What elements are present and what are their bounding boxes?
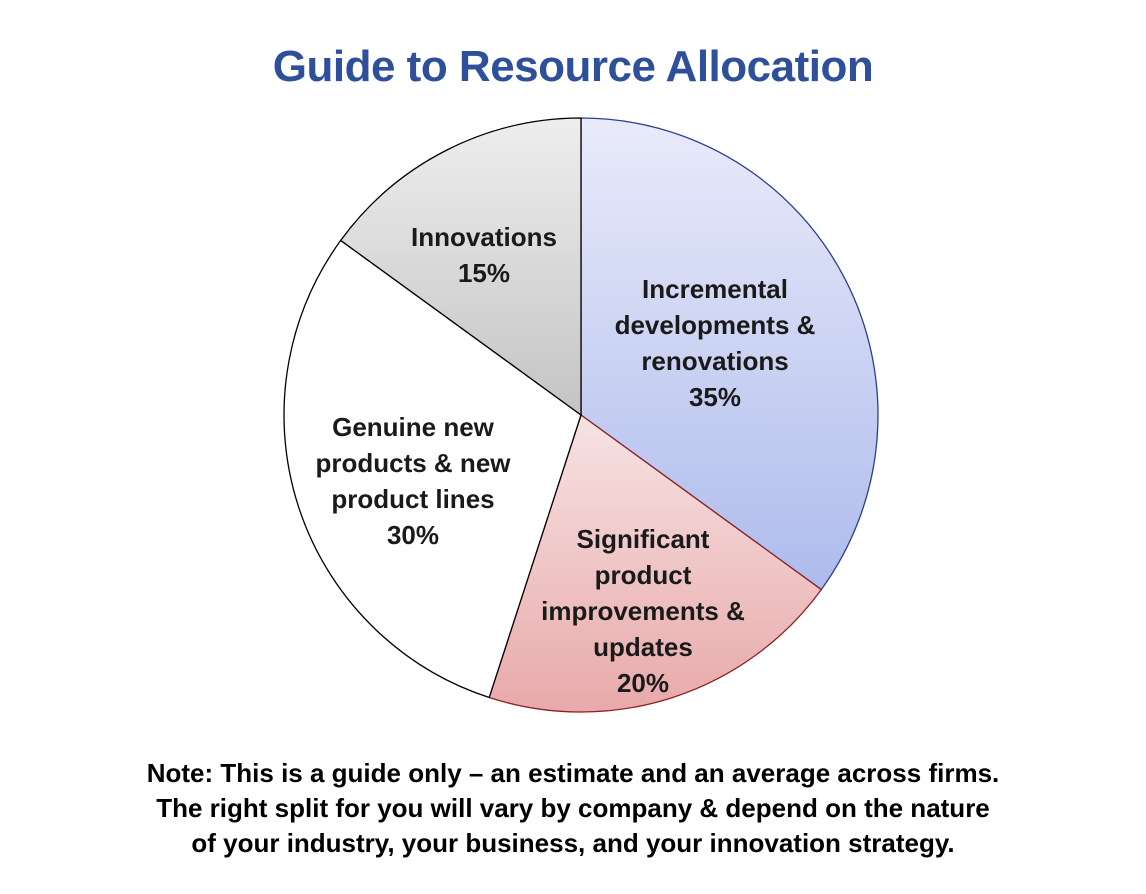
pie-slice (488, 413, 823, 713)
slice-label: Genuine new products & new product lines 30… (315, 412, 511, 550)
pie-slice (283, 239, 582, 699)
footnote: Note: This is a guide only – an estimate… (0, 756, 1146, 861)
pie-slice (339, 117, 582, 417)
slice-label: Significant product improvements & updates 2… (541, 524, 745, 698)
slice-label: Innovations 15% (411, 222, 557, 288)
footnote-line: of your industry, your business, and you… (191, 828, 955, 858)
slice-label: Incremental developments & renovations 35% (615, 274, 816, 412)
footnote-line: The right split for you will vary by com… (156, 793, 990, 823)
footnote-line: Note: This is a guide only – an estimate… (146, 758, 1000, 788)
chart-title: Guide to Resource Allocation (272, 42, 874, 91)
pie-slice (580, 117, 879, 591)
